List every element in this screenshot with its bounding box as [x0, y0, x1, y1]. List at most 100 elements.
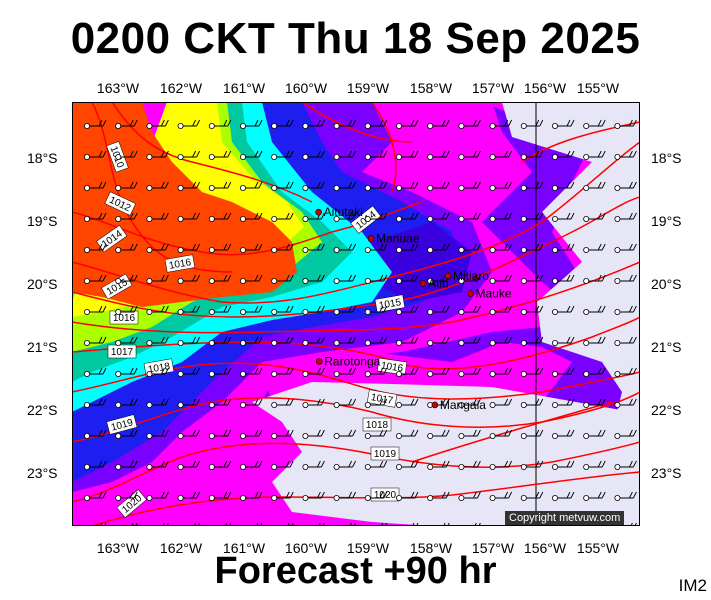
- wind-barb: [239, 305, 263, 315]
- wind-barb: [364, 398, 388, 408]
- wind-barb: [583, 181, 606, 192]
- wind-barb: [427, 429, 450, 439]
- wind-barb: [583, 212, 606, 223]
- wind-barb: [177, 150, 201, 161]
- wind-barb: [395, 429, 419, 439]
- wind-barb: [427, 181, 450, 192]
- wind-barb: [520, 150, 544, 161]
- wind-barb: [583, 243, 606, 253]
- wind-barb: [614, 274, 637, 284]
- wind-barb: [302, 119, 325, 129]
- wind-barb: [208, 212, 232, 223]
- place-marker: [315, 208, 322, 216]
- wind-barb: [318, 522, 325, 526]
- wind-barb: [583, 150, 606, 161]
- wind-barb: [333, 150, 357, 161]
- wind-barb: [520, 305, 544, 315]
- wind-barb: [614, 119, 637, 129]
- place-label: Aitutaki: [324, 205, 363, 219]
- copyright-notice: Copyright metvuw.com: [505, 511, 625, 525]
- wind-barb: [427, 336, 450, 346]
- wind-barb: [83, 212, 107, 223]
- wind-barb: [177, 429, 201, 439]
- lon-tick: 160°W: [284, 80, 328, 96]
- wind-barb: [146, 181, 169, 192]
- wind-barb: [411, 522, 419, 526]
- wind-barb: [458, 119, 481, 129]
- lon-tick: 158°W: [409, 80, 453, 96]
- wind-barb: [177, 274, 201, 284]
- wind-barb: [614, 429, 637, 439]
- wind-barb: [302, 274, 325, 284]
- wind-barb: [208, 398, 232, 408]
- wind-barb: [208, 181, 232, 192]
- wind-barb: [83, 243, 107, 253]
- lat-tick: 22°S: [651, 402, 682, 418]
- wind-barb: [520, 212, 544, 223]
- wind-barb: [551, 460, 575, 470]
- wind-barb: [551, 491, 575, 501]
- wind-barb: [115, 150, 138, 161]
- wind-barb: [99, 522, 107, 526]
- wind-barb: [302, 460, 325, 470]
- wind-barb: [364, 429, 388, 439]
- wind-barb: [177, 305, 201, 315]
- wind-barb: [395, 212, 419, 223]
- isobar-label: 1016: [380, 361, 404, 375]
- lat-tick: 19°S: [27, 213, 58, 229]
- wind-barb: [614, 336, 637, 346]
- wind-barb: [551, 336, 575, 346]
- wind-barb: [458, 305, 481, 315]
- wind-barb: [458, 429, 481, 439]
- wind-barb: [177, 491, 201, 501]
- wind-barb: [458, 367, 481, 377]
- wind-barb: [489, 367, 513, 377]
- wind-barb: [239, 150, 263, 161]
- field-calm-south: [252, 382, 640, 526]
- isobar-label: 1017: [111, 347, 134, 358]
- wind-barb: [271, 212, 294, 223]
- wind-barb: [520, 491, 544, 501]
- wind-barb: [364, 150, 388, 161]
- wind-barb: [583, 460, 606, 470]
- wind-barb: [551, 274, 575, 284]
- wind-barb: [614, 491, 637, 501]
- wind-barb: [177, 212, 201, 223]
- places: Aitutaki Manuae Atiu Mitiaro Mauke Rarotonga M…: [315, 205, 512, 412]
- wind-barb: [395, 150, 419, 161]
- wind-barb: [395, 367, 419, 377]
- wind-barb: [271, 243, 294, 253]
- wind-barb: [83, 491, 107, 501]
- wind-barb: [115, 336, 138, 346]
- wind-barb: [83, 398, 107, 408]
- wind-barb: [520, 336, 544, 346]
- wind-barb: [614, 150, 637, 161]
- wind-barb: [131, 522, 138, 526]
- wind-barb: [489, 429, 513, 439]
- wind-barb: [239, 181, 263, 192]
- wind-barb: [177, 181, 201, 192]
- wind-barb: [162, 522, 169, 526]
- wind-barb: [146, 212, 169, 223]
- wind-barb: [255, 522, 263, 526]
- wind-barb: [146, 429, 169, 439]
- wind-barb: [395, 181, 419, 192]
- wind-barb: [208, 305, 232, 315]
- wind-barb: [146, 367, 169, 377]
- wind-barb: [83, 274, 107, 284]
- wind-barb: [239, 119, 263, 129]
- wind-barb: [364, 181, 388, 192]
- wind-barb: [333, 398, 357, 408]
- wind-barb: [489, 336, 513, 346]
- isobar-label: 1016: [168, 257, 192, 272]
- wind-barb: [551, 305, 575, 315]
- wind-barb: [115, 491, 138, 501]
- wind-barb: [333, 460, 357, 470]
- wind-barb: [458, 398, 481, 408]
- wind-barb: [583, 367, 606, 377]
- wind-barb: [83, 460, 107, 470]
- lat-tick: 18°S: [27, 150, 58, 166]
- wind-barb: [83, 150, 107, 161]
- wind-barb: [83, 305, 107, 315]
- wind-barb: [520, 119, 544, 129]
